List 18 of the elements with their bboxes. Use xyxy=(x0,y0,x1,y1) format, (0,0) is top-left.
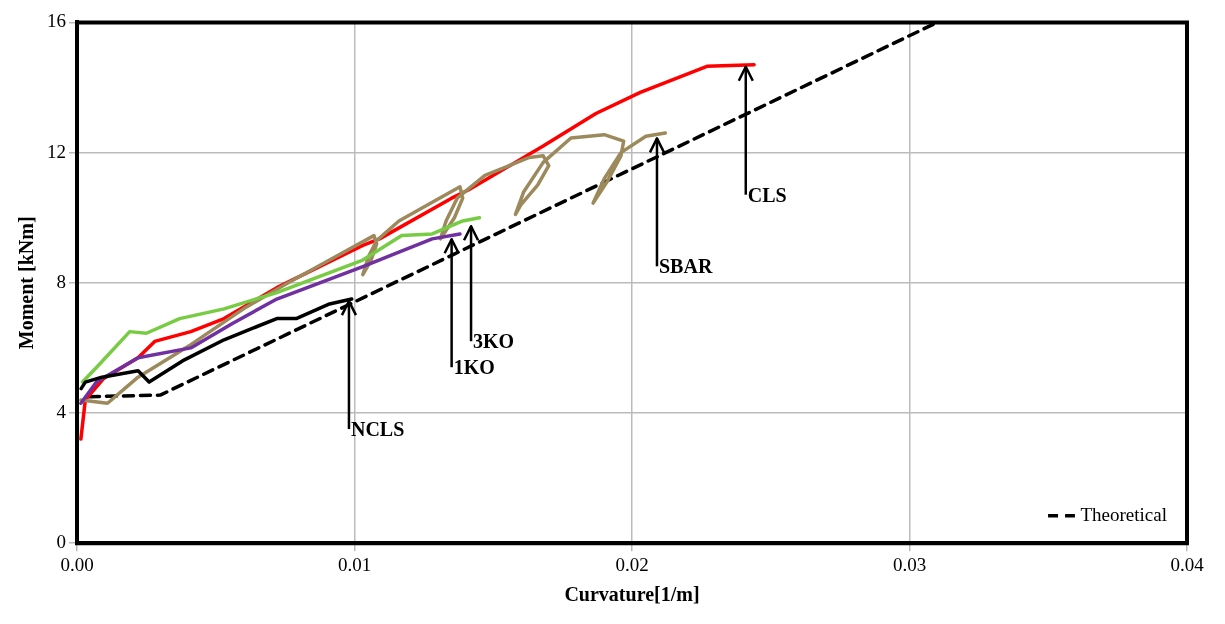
legend-label: Theoretical xyxy=(1080,503,1168,525)
x-axis-title: Curvature[1/m] xyxy=(564,583,700,606)
x-tick-label: 0.04 xyxy=(1170,553,1205,575)
y-tick-label: 12 xyxy=(47,140,66,162)
annotation: NCLS xyxy=(350,418,405,441)
y-tick-label: 16 xyxy=(47,10,66,32)
y-axis-title: Moment [kNm] xyxy=(15,216,38,350)
x-tick-label: 0.03 xyxy=(892,553,927,575)
y-tick-label: 0 xyxy=(56,531,66,553)
x-tick-label: 0.01 xyxy=(337,553,372,575)
x-tick-label: 0.02 xyxy=(615,553,649,575)
annotation: 1KO xyxy=(453,356,495,379)
y-tick-label: 4 xyxy=(56,400,67,422)
annotation: SBAR xyxy=(658,255,713,278)
y-tick-label: 8 xyxy=(56,270,66,292)
annotation: 3KO xyxy=(473,330,515,353)
x-tick-label: 0.00 xyxy=(60,553,94,575)
annotation: CLS xyxy=(747,183,787,206)
